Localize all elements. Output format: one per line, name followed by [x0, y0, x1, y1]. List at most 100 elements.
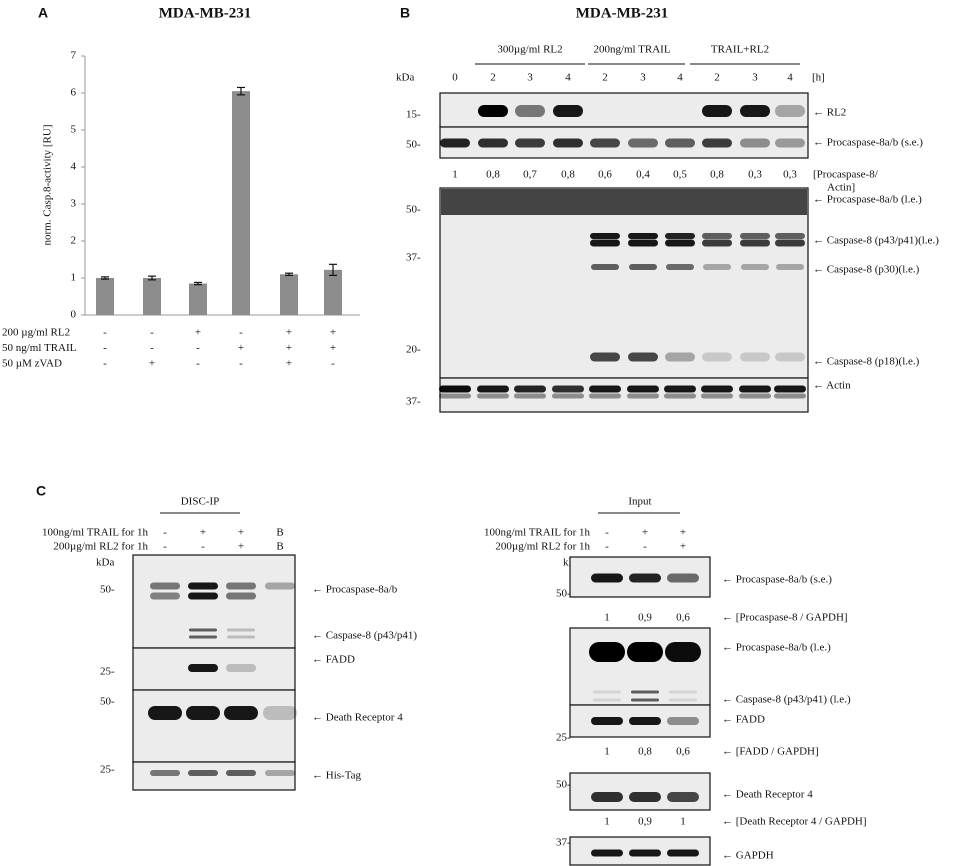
band — [667, 849, 699, 857]
kda-label: kDa — [96, 557, 114, 569]
blot-label: ← Caspase-8 (p43/p41) — [312, 630, 417, 642]
treatment-sign: + — [195, 327, 201, 339]
time-label: 4 — [787, 72, 793, 84]
y-axis-label: norm. Casp.8-activity [RU] — [42, 125, 54, 246]
band — [739, 385, 771, 393]
kda-marker: 37- — [406, 396, 421, 408]
kda-marker: 25- — [100, 764, 115, 776]
band — [629, 573, 661, 583]
error-bar — [101, 276, 109, 280]
band — [740, 239, 770, 247]
band — [590, 233, 620, 239]
band — [740, 138, 770, 148]
band — [226, 582, 256, 590]
band — [227, 628, 255, 632]
blot — [439, 377, 809, 413]
bar — [280, 274, 298, 315]
ratio-value: 0,6 — [676, 746, 690, 758]
band — [628, 352, 658, 362]
band — [440, 138, 470, 148]
time-label: 2 — [714, 72, 720, 84]
ratio-value: 0,5 — [673, 169, 687, 181]
error-bar — [237, 86, 245, 96]
band — [226, 592, 256, 600]
group-label: 300µg/ml RL2 — [497, 44, 562, 56]
condition-sign: - — [605, 541, 609, 553]
bar — [189, 283, 207, 315]
panel-letter: A — [38, 5, 48, 21]
band — [589, 393, 621, 399]
kda-marker: 25- — [556, 732, 571, 744]
band — [740, 105, 770, 117]
blot — [569, 772, 711, 811]
band — [552, 385, 584, 393]
kda-marker: 15- — [406, 109, 421, 121]
blot — [439, 187, 809, 379]
section-title: Input — [628, 496, 651, 508]
band — [702, 239, 732, 247]
band — [591, 792, 623, 802]
band — [150, 770, 180, 776]
condition-label: 100ng/ml TRAIL for 1h — [484, 527, 591, 539]
band — [189, 628, 217, 632]
y-tick-label: 3 — [71, 198, 77, 210]
band — [775, 105, 805, 117]
time-label: 4 — [677, 72, 683, 84]
panel-letter: C — [36, 483, 46, 499]
treatment-sign: - — [103, 342, 107, 354]
ratio-value: 0,3 — [783, 169, 797, 181]
time-label: 3 — [752, 72, 758, 84]
bar — [96, 278, 114, 315]
error-bar — [194, 281, 202, 286]
band — [666, 264, 694, 270]
blot-label: ← FADD — [722, 714, 765, 726]
kda-marker: 50- — [406, 139, 421, 151]
band — [590, 239, 620, 247]
blot — [132, 689, 296, 763]
band — [477, 393, 509, 399]
kda-marker: 50- — [406, 204, 421, 216]
band — [702, 105, 732, 117]
ratio-value: 1 — [604, 816, 610, 828]
band — [515, 105, 545, 117]
kda-label: kDa — [396, 72, 414, 84]
smear — [441, 189, 807, 215]
blot — [132, 554, 296, 649]
treatment-sign: - — [103, 327, 107, 339]
ratio-value: 0,4 — [636, 169, 650, 181]
error-bar — [148, 275, 156, 281]
ratio-value: 0,8 — [486, 169, 500, 181]
ratio-value: 0,8 — [561, 169, 575, 181]
kda-marker: 25- — [100, 666, 115, 678]
band — [667, 717, 699, 725]
kda-marker: 50- — [556, 588, 571, 600]
y-tick-label: 4 — [71, 161, 77, 173]
band — [627, 393, 659, 399]
time-unit: [h] — [812, 72, 825, 84]
band — [631, 690, 659, 694]
band — [702, 352, 732, 362]
band — [265, 582, 295, 590]
condition-sign: - — [605, 527, 609, 539]
ratio-value: 1 — [452, 169, 458, 181]
band — [591, 849, 623, 857]
band — [591, 573, 623, 583]
band — [478, 138, 508, 148]
treatment-sign: - — [239, 327, 243, 339]
band — [227, 635, 255, 639]
treatment-sign: - — [331, 358, 335, 370]
band — [775, 138, 805, 148]
blot-label: ← Procaspase-8a/b (l.e.) — [813, 194, 922, 206]
band — [665, 352, 695, 362]
band — [627, 385, 659, 393]
band — [665, 239, 695, 247]
kda-marker: 50- — [100, 584, 115, 596]
band — [628, 233, 658, 239]
treatment-sign: + — [238, 342, 244, 354]
band — [629, 717, 661, 725]
treatment-sign: + — [286, 327, 292, 339]
band — [628, 239, 658, 247]
condition-sign: + — [680, 527, 686, 539]
condition-sign: + — [642, 527, 648, 539]
